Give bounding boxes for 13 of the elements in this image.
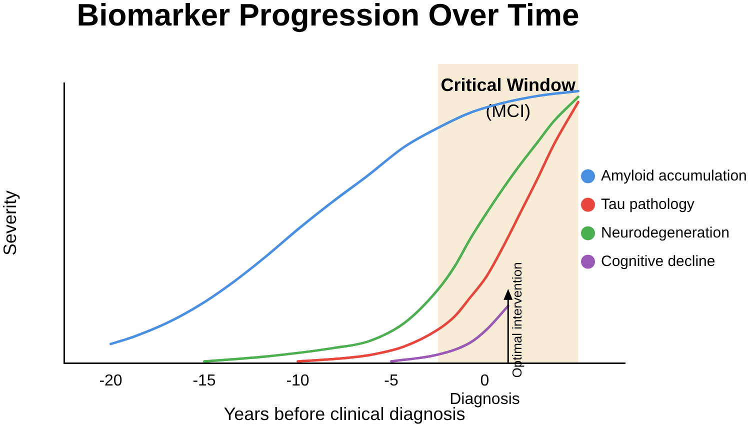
x-tick-label: -20 xyxy=(99,372,122,390)
legend-label: Tau pathology xyxy=(601,196,695,213)
x-tick-label: -10 xyxy=(286,372,310,390)
y-axis-title: Severity xyxy=(0,190,20,256)
x-tick-label: -5 xyxy=(384,372,398,390)
band-label: Critical Window (MCI) xyxy=(440,74,577,121)
annotation: Optimal intervention xyxy=(510,262,525,378)
legend-label: Neurodegeneration xyxy=(601,224,730,242)
x-axis-title: Years before clinical diagnosis xyxy=(224,404,466,424)
legend-label: Cognitive decline xyxy=(601,252,716,270)
legend-label: Amyloid accumulation xyxy=(601,167,747,184)
chart-title: Biomarker Progression Over Time xyxy=(76,0,580,33)
x-tick-label: -15 xyxy=(192,372,216,390)
